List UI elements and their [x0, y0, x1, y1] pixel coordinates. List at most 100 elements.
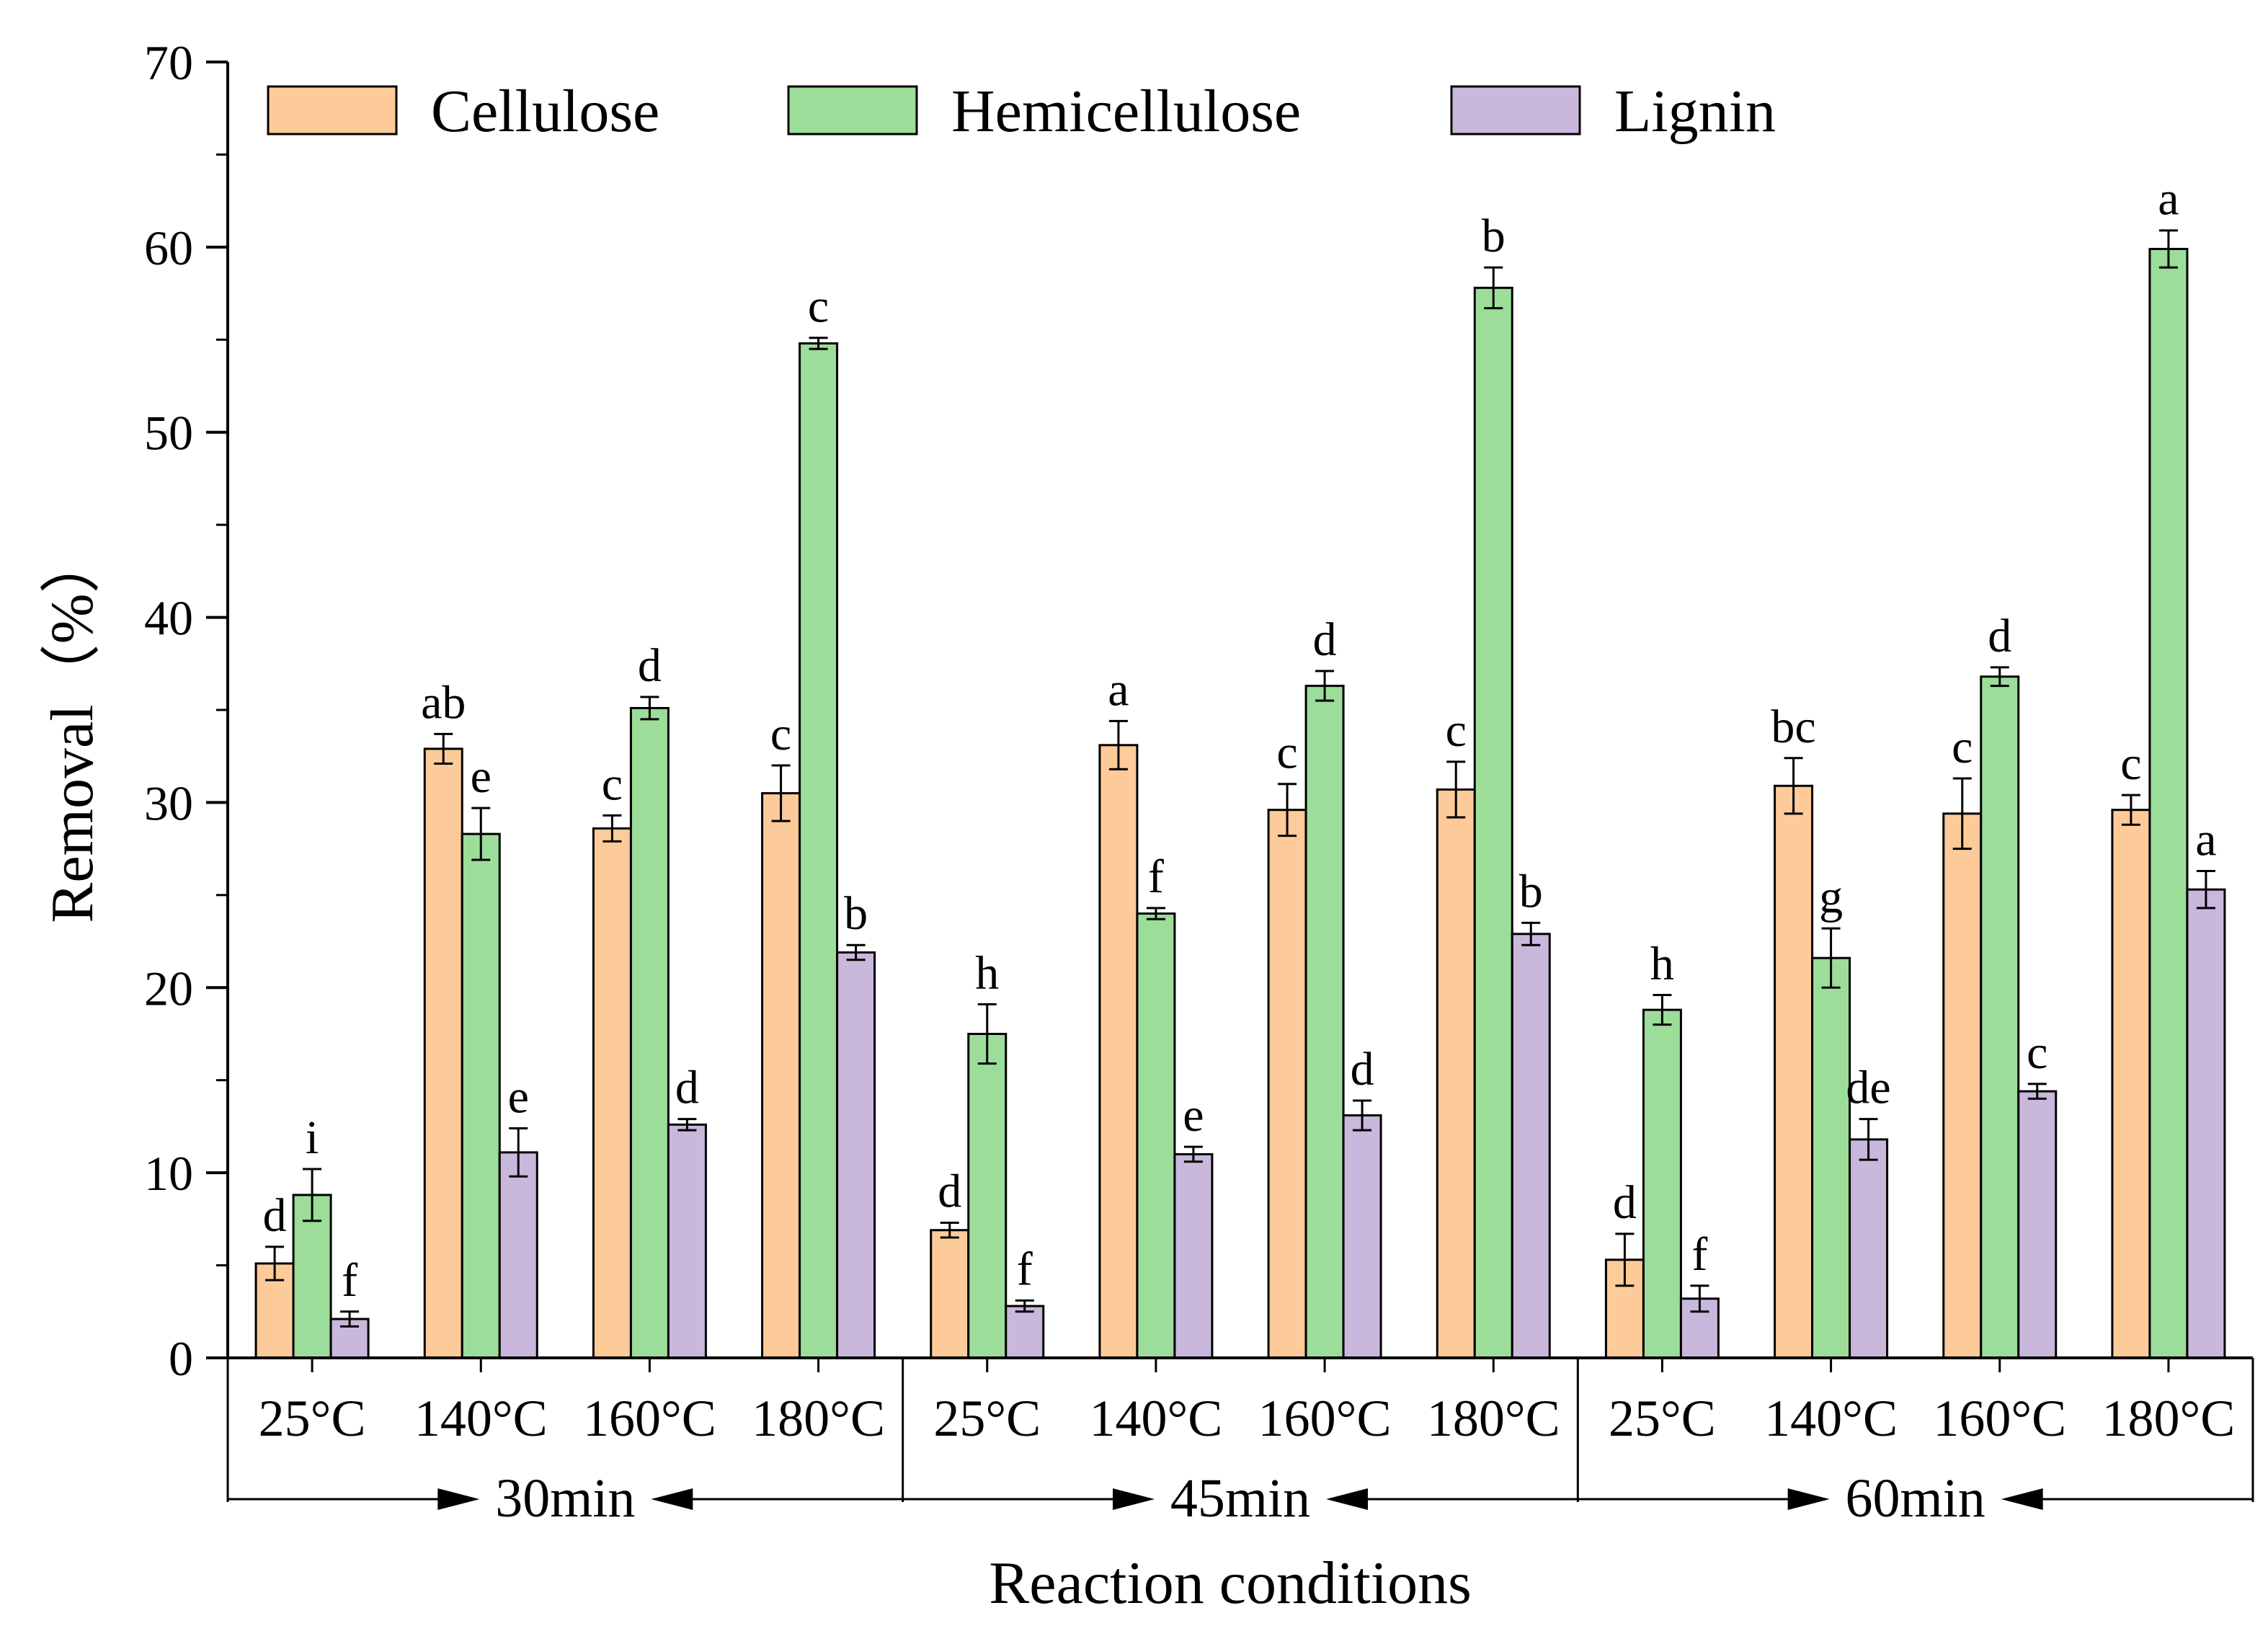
bar-lignin-10 [2017, 1090, 2058, 1359]
significance-label-cellulose-5: a [1108, 663, 1129, 716]
y-tick-label-0: 0 [169, 1331, 193, 1386]
x-tick-label-3: 180°C [752, 1390, 885, 1447]
significance-label-lignin-8: f [1691, 1228, 1707, 1281]
error-bar-lignin-2 [677, 1118, 697, 1132]
y-axis-label: Removal（%） [39, 533, 106, 923]
legend: Cellulose Hemicellulose Lignin [267, 78, 1776, 145]
significance-label-cellulose-3: c [770, 708, 791, 760]
significance-label-lignin-1: e [508, 1070, 529, 1123]
bar-hemicellulose-5 [1136, 912, 1176, 1359]
error-bar-hemicellulose-2 [640, 696, 659, 721]
y-tick-label-60: 60 [144, 221, 193, 275]
significance-label-lignin-4: f [1017, 1243, 1033, 1295]
y-tick-label-70: 70 [144, 35, 193, 90]
error-bar-hemicellulose-7 [1484, 266, 1503, 310]
significance-label-lignin-5: e [1183, 1089, 1204, 1142]
significance-label-hemicellulose-5: f [1148, 850, 1164, 903]
error-bar-lignin-1 [509, 1127, 528, 1178]
bar-lignin-4 [1005, 1305, 1045, 1359]
error-bar-lignin-11 [2196, 869, 2215, 910]
error-bar-lignin-5 [1183, 1145, 1203, 1163]
bar-hemicellulose-2 [629, 706, 670, 1359]
significance-label-hemicellulose-3: c [808, 280, 829, 333]
error-bar-cellulose-6 [1278, 783, 1297, 838]
error-bar-hemicellulose-9 [1821, 927, 1841, 989]
legend-item-cellulose: Cellulose [267, 78, 659, 145]
x-tick-label-4: 25°C [933, 1390, 1041, 1447]
legend-swatch-cellulose [267, 85, 398, 136]
error-bar-lignin-3 [846, 943, 866, 961]
arrow-left-icon [2001, 1488, 2043, 1510]
axes-layer: 0 10 20 30 40 50 60 70 25°C 140°C 160°C 180°C 25°C 14… [144, 35, 2254, 1529]
significance-label-lignin-7: b [1519, 865, 1543, 918]
error-bar-cellulose-2 [602, 814, 622, 843]
bar-hemicellulose-9 [1811, 956, 1851, 1359]
error-bar-lignin-8 [1690, 1284, 1709, 1313]
error-bar-cellulose-10 [1952, 777, 1972, 850]
significance-label-lignin-11: a [2195, 813, 2216, 866]
group-label-0: 30min [495, 1468, 635, 1529]
bar-lignin-9 [1849, 1138, 1889, 1359]
error-bar-cellulose-5 [1108, 719, 1128, 770]
significance-label-lignin-3: b [844, 887, 868, 940]
significance-label-hemicellulose-1: e [471, 750, 492, 803]
bar-cellulose-7 [1436, 788, 1476, 1359]
significance-label-cellulose-6: c [1276, 727, 1297, 779]
x-tick-label-8: 25°C [1609, 1390, 1716, 1447]
x-tick-label-2: 160°C [583, 1390, 716, 1447]
significance-label-cellulose-2: c [602, 758, 623, 810]
error-bar-hemicellulose-1 [471, 807, 491, 861]
significance-label-hemicellulose-8: h [1650, 938, 1674, 990]
legend-swatch-hemicellulose [787, 85, 918, 136]
significance-label-cellulose-11: c [2120, 737, 2141, 790]
error-bar-lignin-4 [1015, 1299, 1034, 1313]
error-bar-hemicellulose-10 [1990, 666, 2009, 688]
bar-lignin-5 [1173, 1152, 1214, 1359]
bar-cellulose-9 [1774, 784, 1814, 1359]
bar-hemicellulose-0 [292, 1194, 332, 1359]
y-tick-label-20: 20 [144, 961, 193, 1016]
error-bar-cellulose-3 [771, 764, 791, 822]
arrow-right-icon [1787, 1488, 1830, 1510]
x-tick-label-6: 160°C [1258, 1390, 1392, 1447]
bar-hemicellulose-4 [967, 1033, 1008, 1359]
legend-label-lignin: Lignin [1614, 78, 1776, 145]
significance-label-lignin-6: d [1351, 1043, 1374, 1096]
x-tick-label-7: 180°C [1427, 1390, 1560, 1447]
bar-cellulose-6 [1267, 809, 1307, 1359]
bar-hemicellulose-1 [461, 832, 501, 1359]
x-tick-label-1: 140°C [414, 1390, 548, 1447]
significance-label-hemicellulose-4: h [975, 946, 999, 999]
error-bar-cellulose-7 [1446, 760, 1466, 819]
group-brackets [226, 1358, 2254, 1510]
error-bar-hemicellulose-8 [1653, 994, 1672, 1026]
error-bar-lignin-7 [1521, 921, 1541, 946]
x-tick-label-11: 180°C [2102, 1390, 2236, 1447]
bar-lignin-1 [498, 1151, 538, 1359]
bar-hemicellulose-10 [1980, 675, 2020, 1359]
bar-cellulose-11 [2111, 809, 2151, 1359]
error-bar-lignin-6 [1353, 1099, 1372, 1132]
error-bar-cellulose-11 [2121, 794, 2140, 826]
y-tick-label-40: 40 [144, 591, 193, 646]
group-label-2: 60min [1846, 1468, 1985, 1529]
error-bar-hemicellulose-4 [977, 1003, 997, 1065]
bar-lignin-6 [1342, 1114, 1382, 1359]
error-bar-hemicellulose-6 [1315, 670, 1335, 702]
error-bar-lignin-9 [1859, 1118, 1878, 1161]
bar-cellulose-5 [1098, 744, 1139, 1359]
arrow-left-icon [651, 1488, 693, 1510]
significance-label-cellulose-7: c [1446, 704, 1467, 757]
significance-label-hemicellulose-11: a [2158, 173, 2179, 226]
bar-cellulose-3 [761, 792, 801, 1359]
error-bar-hemicellulose-11 [2158, 229, 2178, 269]
legend-swatch-lignin [1450, 85, 1581, 136]
bar-lignin-2 [667, 1123, 707, 1359]
error-bar-cellulose-4 [940, 1221, 959, 1239]
error-bar-cellulose-0 [265, 1245, 285, 1281]
x-tick-label-5: 140°C [1090, 1390, 1223, 1447]
error-bar-hemicellulose-3 [809, 337, 828, 350]
bar-hemicellulose-8 [1642, 1008, 1682, 1359]
significance-label-hemicellulose-10: d [1988, 610, 2011, 662]
